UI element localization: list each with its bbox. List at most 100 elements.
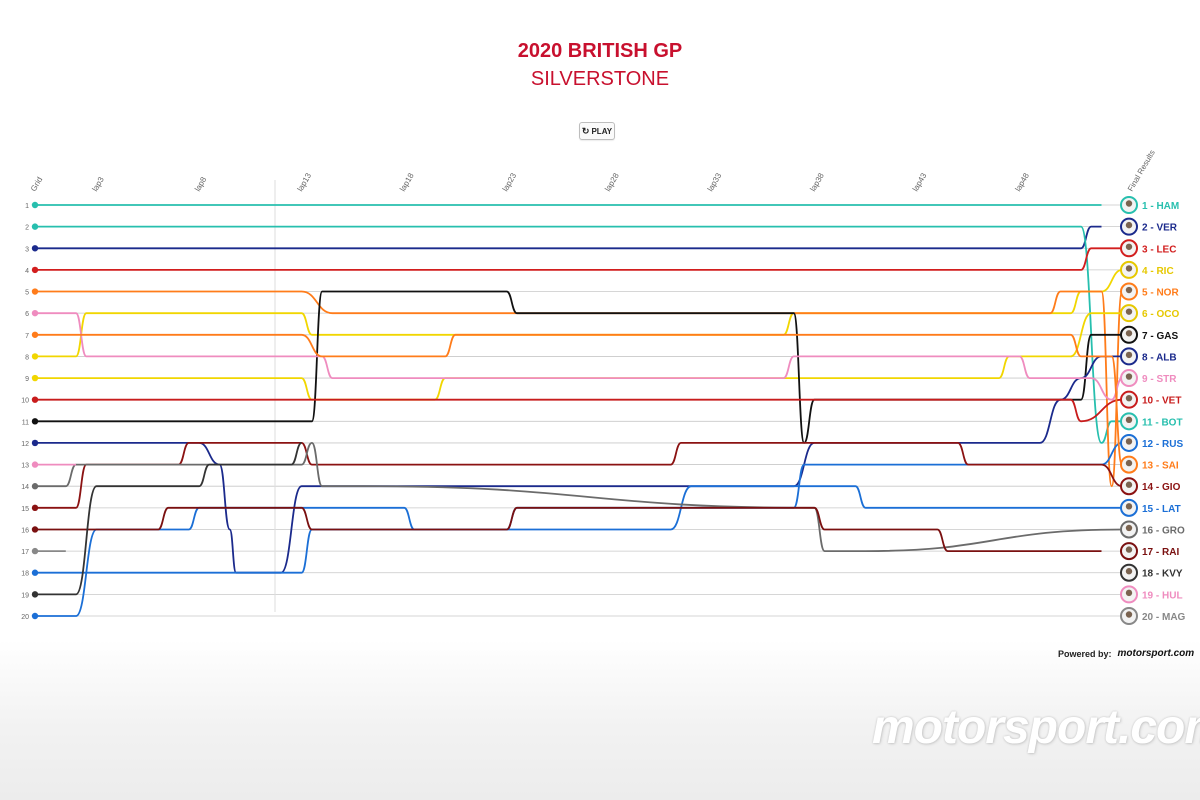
driver-face-icon <box>1125 243 1133 250</box>
watermark-logo: motorsport.com <box>872 701 1200 754</box>
final-result-label: 4 - RIC <box>1142 266 1174 277</box>
start-dot-mag <box>31 547 39 555</box>
y-tick-3: 3 <box>25 246 29 253</box>
x-tick-lap8: lap8 <box>193 175 209 193</box>
final-result-ric[interactable]: 4 - RIC <box>1120 260 1174 279</box>
y-tick-18: 18 <box>21 571 29 578</box>
final-result-lec[interactable]: 3 - LEC <box>1120 239 1176 258</box>
final-result-label: 13 - SAI <box>1142 461 1179 472</box>
final-result-rai[interactable]: 17 - RAI <box>1120 542 1179 561</box>
driver-face-icon <box>1125 589 1133 597</box>
chart-subtitle: SILVERSTONE <box>530 68 670 90</box>
series-line-gro <box>35 442 1123 552</box>
y-tick-4: 4 <box>25 268 29 275</box>
final-result-alb[interactable]: 8 - ALB <box>1120 347 1177 366</box>
start-dot-vet <box>31 396 39 403</box>
driver-face-icon <box>1125 481 1133 488</box>
final-result-label: 11 - BOT <box>1142 417 1183 428</box>
motorsport-logo[interactable]: motorsport.com <box>1117 648 1195 659</box>
final-result-gio[interactable]: 14 - GIO <box>1120 477 1181 496</box>
series-line-gas <box>35 290 1122 444</box>
y-tick-5: 5 <box>25 290 29 297</box>
final-result-label: 5 - NOR <box>1142 288 1179 299</box>
start-dot-lec <box>31 266 39 274</box>
series-line-ver <box>35 225 1102 250</box>
start-dot-kvy <box>31 591 39 598</box>
x-tick-lap18: lap18 <box>398 171 416 193</box>
final-result-rus[interactable]: 12 - RUS <box>1120 433 1183 452</box>
final-result-label: 9 - STR <box>1142 374 1177 385</box>
final-result-label: 14 - GIO <box>1142 482 1181 493</box>
final-result-lat[interactable]: 15 - LAT <box>1120 498 1181 517</box>
series-line-sai <box>35 333 1123 466</box>
start-dot-ric <box>31 353 39 360</box>
driver-face-icon <box>1125 265 1133 272</box>
y-tick-15: 15 <box>21 506 29 513</box>
final-result-label: 12 - RUS <box>1142 439 1183 450</box>
final-result-ver[interactable]: 2 - VER <box>1120 217 1178 236</box>
series-line-vet <box>35 398 1123 423</box>
start-dot-alb <box>31 439 39 447</box>
final-result-sai[interactable]: 13 - SAI <box>1120 455 1179 474</box>
final-result-nor[interactable]: 5 - NOR <box>1120 282 1179 301</box>
start-dot-sai <box>31 331 39 338</box>
final-result-label: 18 - KVY <box>1142 569 1183 580</box>
series-line-str <box>35 312 1123 401</box>
start-dot-lat <box>31 612 39 620</box>
final-result-label: 7 - GAS <box>1142 331 1178 342</box>
series-line-nor <box>35 290 1123 488</box>
final-result-label: 20 - MAG <box>1142 612 1186 623</box>
driver-face-icon <box>1125 394 1133 402</box>
y-tick-6: 6 <box>25 311 29 318</box>
start-dot-nor <box>31 288 39 295</box>
start-dot-bot <box>31 223 39 230</box>
driver-face-icon <box>1125 351 1133 359</box>
x-axis-end-label: Final Results <box>1126 148 1157 193</box>
y-tick-14: 14 <box>21 484 29 491</box>
replay-icon: ↻ <box>581 125 590 136</box>
final-result-label: 19 - HUL <box>1142 590 1183 601</box>
driver-face-icon <box>1125 459 1133 467</box>
footer-background <box>0 640 1200 800</box>
final-result-vet[interactable]: 10 - VET <box>1120 390 1181 409</box>
x-tick-lap3: lap3 <box>90 175 106 193</box>
start-dot-ham <box>31 201 39 209</box>
y-tick-16: 16 <box>21 527 29 534</box>
driver-face-icon <box>1125 308 1133 315</box>
play-button[interactable]: ↻ PLAY <box>579 122 615 140</box>
x-tick-lap38: lap38 <box>808 171 826 193</box>
driver-face-icon <box>1125 524 1133 532</box>
final-result-gro[interactable]: 16 - GRO <box>1120 520 1185 539</box>
y-tick-17: 17 <box>21 549 29 556</box>
final-result-ham[interactable]: 1 - HAM <box>1120 196 1179 214</box>
y-tick-12: 12 <box>21 441 29 448</box>
driver-face-icon <box>1125 286 1133 294</box>
start-dot-gro <box>31 483 39 490</box>
y-tick-20: 20 <box>21 614 29 621</box>
final-result-oco[interactable]: 6 - OCO <box>1120 304 1179 323</box>
final-result-gas[interactable]: 7 - GAS <box>1120 325 1178 344</box>
y-tick-11: 11 <box>22 419 29 426</box>
final-result-str[interactable]: 9 - STR <box>1120 369 1177 388</box>
final-result-kvy[interactable]: 18 - KVY <box>1120 563 1183 582</box>
y-tick-19: 19 <box>21 592 29 599</box>
driver-face-icon <box>1125 200 1133 207</box>
series-line-rai <box>35 506 1102 552</box>
final-result-label: 2 - VER <box>1142 223 1178 234</box>
series-line-gio <box>35 442 1123 509</box>
x-tick-lap28: lap28 <box>603 171 621 193</box>
final-result-hul[interactable]: 19 - HUL <box>1120 585 1183 604</box>
y-tick-7: 7 <box>25 333 29 340</box>
driver-face-icon <box>1125 611 1133 618</box>
driver-face-icon <box>1125 416 1133 424</box>
driver-face-icon <box>1125 438 1133 445</box>
driver-face-icon <box>1125 221 1133 229</box>
final-result-bot[interactable]: 11 - BOT <box>1120 412 1183 431</box>
y-tick-9: 9 <box>25 376 29 383</box>
powered-by: Powered by: motorsport.com <box>1058 648 1194 659</box>
series-line-lec <box>35 247 1122 271</box>
final-result-label: 8 - ALB <box>1142 352 1177 363</box>
final-result-mag[interactable]: 20 - MAG <box>1120 607 1186 625</box>
final-result-label: 3 - LEC <box>1142 244 1176 255</box>
